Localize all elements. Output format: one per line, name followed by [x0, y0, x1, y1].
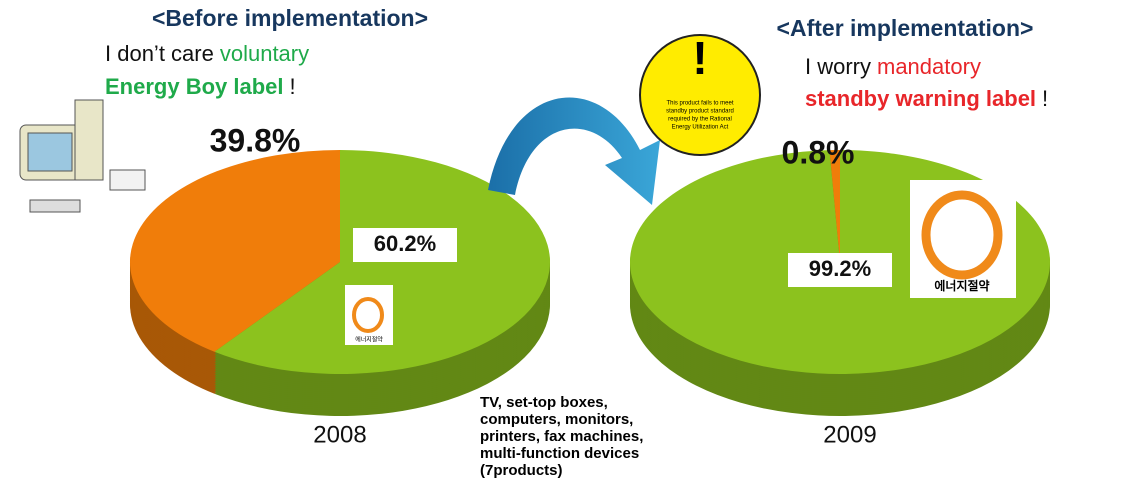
value-label: 0.8%: [782, 134, 855, 170]
value-label: 99.2%: [809, 256, 871, 281]
annotation-highlight: mandatory: [877, 54, 981, 79]
logo-small: [352, 297, 384, 333]
annotation: I worry mandatory: [805, 54, 981, 79]
annotation-text: I worry: [805, 54, 871, 79]
note-line: multi-function devices: [480, 445, 639, 462]
annotation-label: Energy Boy label: [105, 74, 284, 99]
note-line: (7products): [480, 462, 563, 479]
value-label: 39.8%: [210, 122, 301, 158]
annotation-label: standby warning label: [805, 86, 1036, 111]
annotation-end: !: [1042, 86, 1048, 111]
annotation: standby warning label!: [805, 86, 1048, 111]
logo-text-small: 에너지절약: [355, 336, 383, 344]
sign-text: This product fails to meet standby produc…: [666, 101, 734, 131]
sign-line: Energy Utilization Act: [672, 125, 729, 131]
pie-title: <After implementation>: [777, 15, 1034, 41]
note-line: TV, set-top boxes,: [480, 394, 608, 411]
pie-title: <Before implementation>: [152, 5, 428, 31]
pie-slice: [829, 150, 840, 262]
product-note: TV, set-top boxes, computers, monitors, pr…: [480, 394, 643, 479]
sign-line: standby product standard: [666, 109, 734, 115]
value-label-box: [353, 228, 457, 262]
annotation: I don’t care voluntary: [105, 41, 309, 66]
pie-caption: 2008: [313, 421, 366, 448]
note-line: printers, fax machines,: [480, 428, 643, 445]
computer-illustration: [19, 99, 146, 213]
logo-text: 에너지절약: [934, 278, 989, 293]
logo: [921, 190, 1003, 280]
note-line: computers, monitors,: [480, 411, 633, 428]
annotation: Energy Boy label!: [105, 74, 296, 99]
annotation-highlight: voluntary: [220, 41, 309, 66]
pie-caption: 2009: [823, 421, 876, 448]
value-label-box: [788, 253, 892, 287]
annotation-end: !: [290, 74, 296, 99]
value-label: 60.2%: [374, 231, 436, 256]
transition-arrow: [488, 97, 660, 205]
sign-mark: !: [692, 32, 707, 84]
sign-line: This product fails to meet: [666, 101, 733, 107]
sign-line: required by the Rational: [668, 117, 732, 123]
warning-sign: [639, 34, 761, 156]
pie-slice: [129, 150, 340, 352]
annotation-text: I don’t care: [105, 41, 214, 66]
